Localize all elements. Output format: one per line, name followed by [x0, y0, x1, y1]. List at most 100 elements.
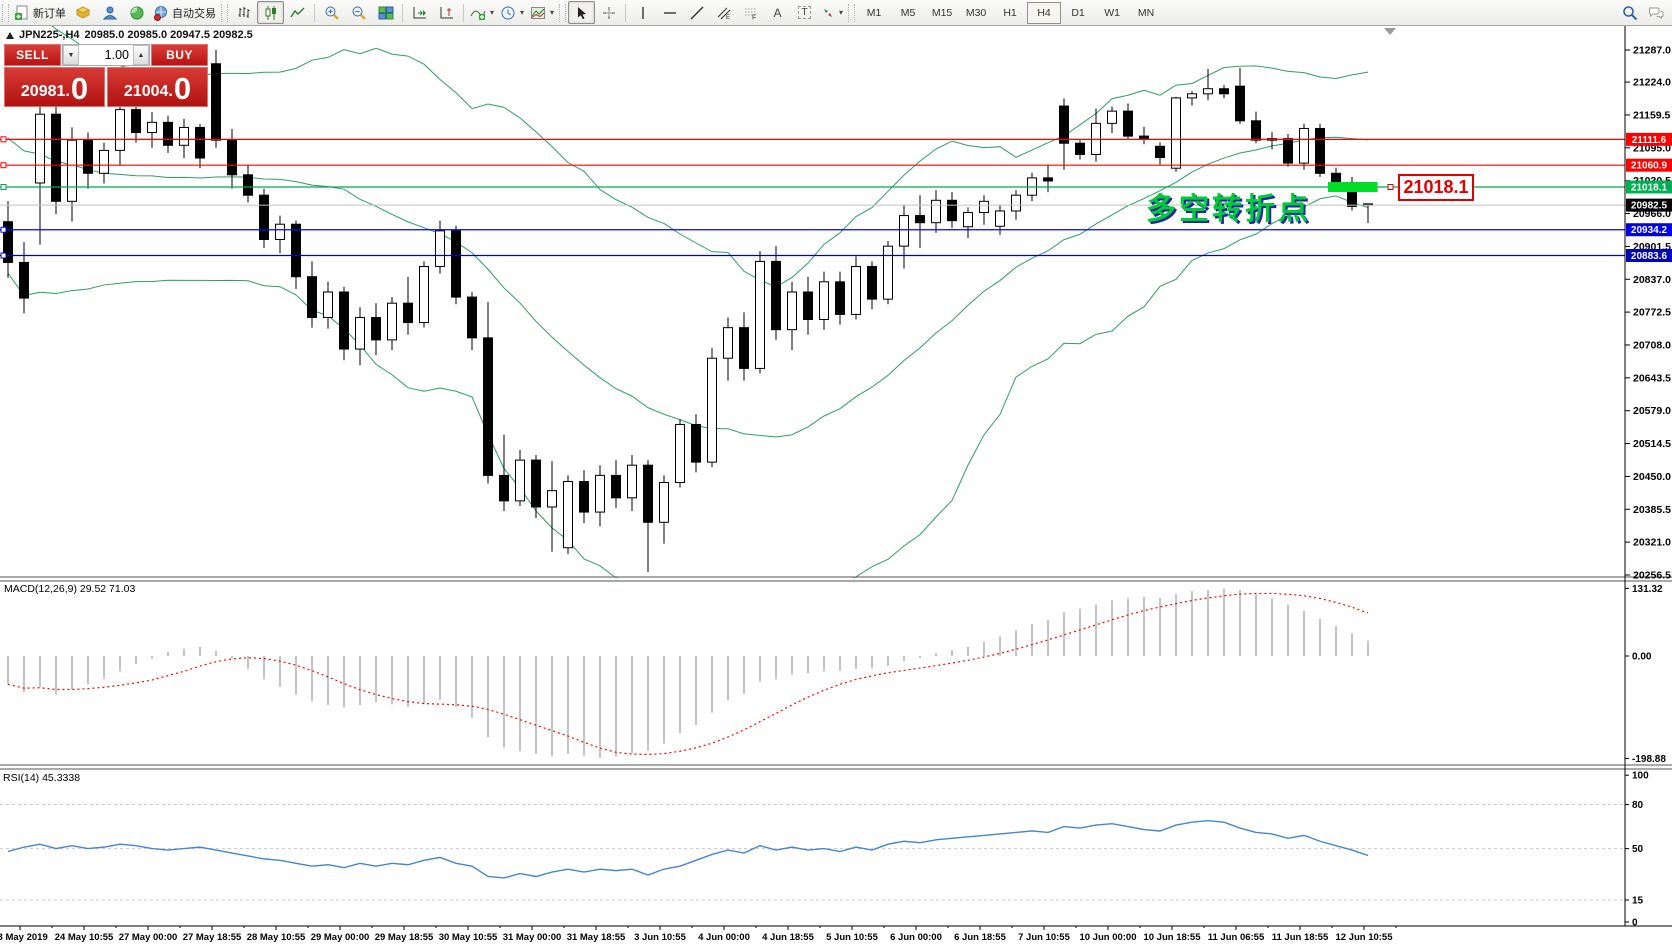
tab-m1[interactable]: M1 [866, 6, 882, 19]
profile-person-icon [102, 6, 117, 19]
price-axis-label: 20772.5 [1633, 307, 1671, 319]
price-badge-label: 20982.5 [1631, 201, 1668, 212]
candlestick [195, 126, 205, 159]
candlestick [979, 200, 989, 214]
tab-d1[interactable]: D1 [1071, 6, 1085, 19]
level-anchor-marker[interactable] [0, 162, 7, 169]
vertical-line-icon [641, 6, 644, 19]
tab-m5[interactable]: M5 [900, 6, 916, 19]
time-axis-label: 3 Jun 10:55 [634, 932, 686, 943]
label-tool-icon: T [798, 6, 811, 19]
dropdown-caret-icon: ▾ [490, 8, 495, 17]
shapes-tool-button[interactable]: ▾ [818, 1, 846, 24]
tab-m15[interactable]: M15 [931, 6, 953, 19]
cursor-tool-button[interactable] [568, 1, 596, 24]
horizontal-line-tool-button[interactable] [656, 1, 683, 24]
price-badge-label: 21018.1 [1631, 182, 1668, 193]
auto-trading-button[interactable]: 自动交易 [150, 1, 219, 24]
candlestick [451, 230, 461, 298]
price-badge-label: 21111.6 [1632, 135, 1667, 146]
news-button[interactable] [123, 1, 150, 24]
line-chart-icon [289, 7, 304, 17]
zoom-out-button[interactable] [345, 1, 372, 24]
auto-trading-label: 自动交易 [172, 7, 216, 20]
candlestick [1203, 88, 1213, 95]
toolbar-grip[interactable] [848, 3, 856, 22]
search-icon[interactable] [1622, 5, 1638, 21]
candlestick [915, 215, 925, 224]
candlestick [163, 121, 173, 146]
periods-button[interactable]: ▾ [497, 1, 527, 24]
profile-button[interactable] [96, 1, 123, 24]
chat-icon[interactable] [1648, 5, 1664, 21]
bull-bear-turning-point-annotation[interactable]: 多空转折点 [1146, 193, 1311, 226]
candlestick [835, 281, 845, 315]
templates-button[interactable]: ▾ [527, 1, 557, 24]
market-watch-button[interactable] [69, 1, 96, 24]
candle-chart-mode-button[interactable] [257, 1, 284, 24]
dropdown-caret-icon: ▾ [520, 8, 525, 17]
price-axis-label: 20450.0 [1633, 471, 1671, 483]
macd-axis-label: 0.00 [1632, 652, 1652, 663]
new-order-button[interactable]: 新订单 [11, 1, 69, 24]
sell-button[interactable]: SELL [4, 44, 61, 66]
toolbar-grip[interactable] [2, 3, 9, 22]
buy-button[interactable]: BUY [151, 44, 208, 66]
auto-scroll-button[interactable] [406, 1, 433, 24]
candlestick [755, 260, 765, 369]
price-badge [1626, 223, 1672, 237]
volume-up-button[interactable]: ▲ [133, 45, 149, 65]
time-axis-label: 31 May 18:55 [567, 932, 626, 943]
crosshair-tool-button[interactable] [595, 1, 622, 24]
zoom-in-button[interactable] [318, 1, 345, 24]
level-anchor-marker[interactable] [0, 183, 7, 190]
level-end-marker[interactable] [1387, 183, 1394, 190]
price-axis-label: 20708.0 [1633, 339, 1671, 351]
candlestick [1059, 105, 1069, 144]
tab-mn[interactable]: MN [1137, 6, 1155, 19]
tab-w1[interactable]: W1 [1104, 6, 1120, 19]
label-tool-button[interactable]: T [791, 1, 818, 24]
tab-h1[interactable]: H1 [1003, 6, 1017, 19]
trendline-tool-button[interactable] [683, 1, 710, 24]
fibonacci-tool-button[interactable]: F [737, 1, 764, 24]
level-anchor-marker[interactable] [0, 136, 7, 143]
turning-point-highlight-bar[interactable] [1328, 181, 1378, 192]
price-callout-box[interactable]: 21018.1 [1398, 174, 1474, 201]
time-axis-label: 30 May 10:55 [439, 932, 498, 943]
candlestick [291, 223, 301, 278]
text-tool-button[interactable]: A [764, 1, 791, 24]
level-anchor-marker[interactable] [0, 226, 7, 233]
volume-value[interactable]: 1.00 [104, 48, 129, 62]
level-anchor-marker[interactable] [0, 252, 7, 259]
bar-chart-mode-button[interactable] [230, 1, 257, 24]
candlestick [243, 174, 253, 196]
tab-m30[interactable]: M30 [965, 6, 987, 19]
time-axis-label: 10 Jun 00:00 [1079, 932, 1136, 943]
candlestick [707, 357, 717, 463]
tile-windows-icon [378, 6, 393, 19]
price-badge [1626, 180, 1672, 194]
sell-price[interactable]: 20981. 0 [4, 67, 105, 107]
toolbar-grip[interactable] [221, 3, 228, 22]
tile-windows-button[interactable] [372, 1, 399, 24]
clock-icon [501, 6, 515, 19]
candlestick [563, 481, 573, 549]
main-toolbar: 新订单 自动交易 [0, 0, 1672, 26]
zoom-out-icon [352, 6, 366, 20]
candlestick [323, 291, 333, 318]
time-axis-label: 23 May 2019 [0, 932, 48, 943]
toolbar-grip[interactable] [559, 3, 567, 22]
candlestick [259, 194, 269, 241]
chart-shift-button[interactable] [433, 1, 460, 24]
volume-down-button[interactable]: ▼ [63, 45, 79, 65]
time-axis-label: 24 May 10:55 [55, 932, 114, 943]
buy-price[interactable]: 21004. 0 [107, 67, 208, 107]
indicators-button[interactable]: ▾ [467, 1, 497, 24]
vertical-line-tool-button[interactable] [629, 1, 656, 24]
time-axis-label: 27 May 18:55 [183, 932, 242, 943]
channel-tool-button[interactable]: E [710, 1, 737, 24]
line-chart-mode-button[interactable] [284, 1, 311, 24]
ohlc-values: 20985.0 20985.0 20947.5 20982.5 [84, 29, 253, 41]
tab-h4[interactable]: H4 [1027, 1, 1062, 24]
